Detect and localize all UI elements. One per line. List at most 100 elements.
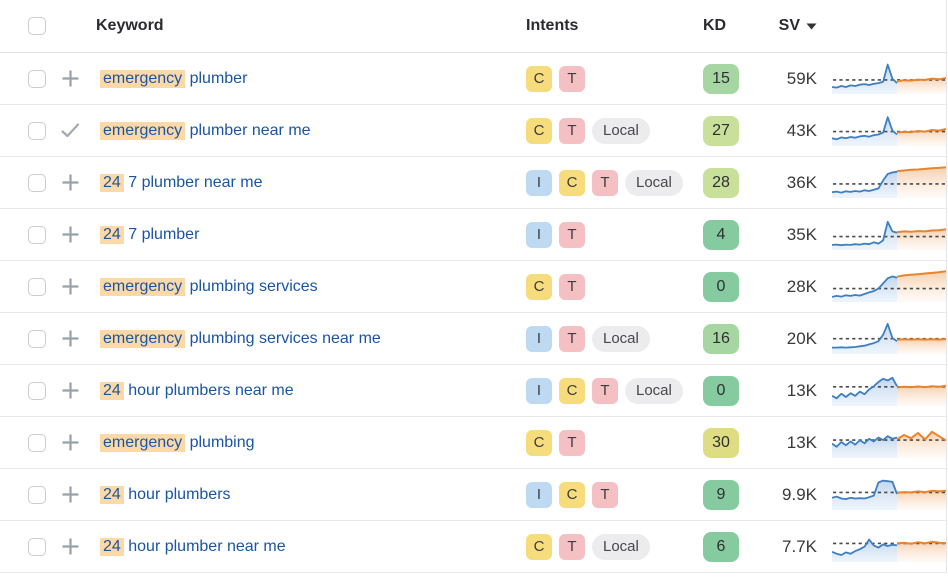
keyword-highlighted-term: 24 (100, 485, 124, 504)
column-header-intents[interactable]: Intents (526, 17, 579, 34)
keyword-link[interactable]: 24 hour plumbers near me (100, 381, 294, 400)
trend-sparkline (832, 165, 946, 200)
intent-badge-c: C (526, 65, 552, 92)
search-volume-value: 28K (786, 276, 817, 296)
table-header-row: Keyword Intents KD SV (0, 0, 946, 53)
add-keyword-icon[interactable] (61, 537, 80, 556)
intent-badge-local: Local (625, 377, 683, 404)
add-keyword-icon[interactable] (61, 69, 80, 88)
trend-sparkline (832, 322, 946, 356)
keyword-rest: hour plumbers near me (123, 381, 294, 399)
row-checkbox[interactable] (28, 537, 46, 556)
kd-badge: 4 (703, 219, 739, 250)
intent-badge-t: T (559, 221, 585, 248)
search-volume-value: 43K (786, 120, 817, 140)
intent-badge-local: Local (592, 325, 650, 352)
keyword-link[interactable]: emergency plumber near me (100, 121, 311, 140)
column-header-sv[interactable]: SV (779, 17, 817, 35)
intent-badge-t: T (559, 273, 585, 300)
trend-sparkline (832, 478, 946, 512)
table-row: 24 7 plumber near me I C T Local 28 36K (0, 157, 946, 209)
kd-badge: 27 (703, 115, 739, 146)
row-checkbox[interactable] (28, 277, 46, 296)
row-checkbox[interactable] (28, 485, 46, 504)
row-checkbox[interactable] (28, 121, 46, 140)
table-row: emergency plumbing services near me I T Lo… (0, 313, 946, 365)
row-checkbox[interactable] (28, 329, 46, 348)
keyword-link[interactable]: emergency plumbing (100, 433, 255, 452)
keyword-rest: plumbing services (185, 277, 318, 295)
add-keyword-icon[interactable] (61, 173, 80, 192)
trend-sparkline (832, 114, 946, 148)
column-header-kd[interactable]: KD (703, 17, 727, 34)
intents-cell: I C T Local (526, 169, 703, 196)
keyword-link[interactable]: 24 7 plumber (100, 225, 200, 244)
kd-badge: 0 (703, 271, 739, 302)
add-keyword-icon[interactable] (61, 329, 80, 348)
keyword-link[interactable]: emergency plumber (100, 69, 248, 88)
keyword-link[interactable]: emergency plumbing services (100, 277, 318, 296)
trend-sparkline (832, 374, 946, 408)
keyword-highlighted-term: 24 (100, 381, 124, 400)
row-checkbox[interactable] (28, 69, 46, 88)
intent-badge-t: T (559, 429, 585, 456)
add-keyword-icon[interactable] (61, 381, 80, 400)
keyword-rest: plumber near me (185, 121, 311, 139)
keyword-link[interactable]: 24 hour plumbers (100, 485, 231, 504)
search-volume-value: 59K (786, 68, 817, 88)
intents-cell: C T Local (526, 533, 703, 560)
add-keyword-icon[interactable] (61, 225, 80, 244)
keyword-link[interactable]: emergency plumbing services near me (100, 329, 381, 348)
kd-badge: 9 (703, 479, 739, 510)
intent-badge-i: I (526, 481, 552, 508)
table-row: emergency plumber near me C T Local 27 43K (0, 105, 946, 157)
add-keyword-icon[interactable] (61, 433, 80, 452)
keyword-rest: 7 plumber (123, 225, 200, 243)
search-volume-value: 13K (786, 432, 817, 452)
row-checkbox[interactable] (28, 173, 46, 192)
add-keyword-icon[interactable] (61, 277, 80, 296)
intents-cell: C T Local (526, 117, 703, 144)
intent-badge-local: Local (592, 533, 650, 560)
kd-badge: 30 (703, 427, 739, 458)
row-checkbox[interactable] (28, 433, 46, 452)
trend-sparkline (832, 62, 946, 96)
kd-badge: 28 (703, 167, 739, 198)
intents-cell: I C T Local (526, 377, 703, 404)
add-keyword-icon[interactable] (61, 485, 80, 504)
select-all-checkbox[interactable] (28, 17, 46, 35)
intent-badge-c: C (526, 117, 552, 144)
keyword-rest: plumbing services near me (185, 329, 381, 347)
intent-badge-c: C (526, 533, 552, 560)
row-checkbox[interactable] (28, 225, 46, 244)
table-row: 24 hour plumber near me C T Local 6 7.7K (0, 521, 946, 573)
search-volume-value: 7.7K (782, 536, 817, 556)
keyword-rest: plumber (185, 69, 248, 87)
intent-badge-i: I (526, 325, 552, 352)
intent-badge-local: Local (592, 117, 650, 144)
keyword-link[interactable]: 24 hour plumber near me (100, 537, 286, 556)
keyword-highlighted-term: 24 (100, 173, 124, 192)
intent-badge-c: C (559, 377, 585, 404)
intent-badge-local: Local (625, 169, 683, 196)
added-check-icon (61, 123, 80, 138)
search-volume-value: 9.9K (782, 484, 817, 504)
kd-badge: 16 (703, 323, 739, 354)
row-checkbox[interactable] (28, 381, 46, 400)
keyword-rest: plumbing (185, 433, 255, 451)
intent-badge-t: T (559, 65, 585, 92)
intent-badge-t: T (559, 325, 585, 352)
column-header-keyword[interactable]: Keyword (96, 17, 164, 34)
intent-badge-t: T (592, 169, 618, 196)
keyword-highlighted-term: emergency (100, 69, 186, 88)
keyword-link[interactable]: 24 7 plumber near me (100, 173, 263, 192)
trend-sparkline (832, 269, 946, 304)
trend-sparkline (832, 218, 946, 252)
